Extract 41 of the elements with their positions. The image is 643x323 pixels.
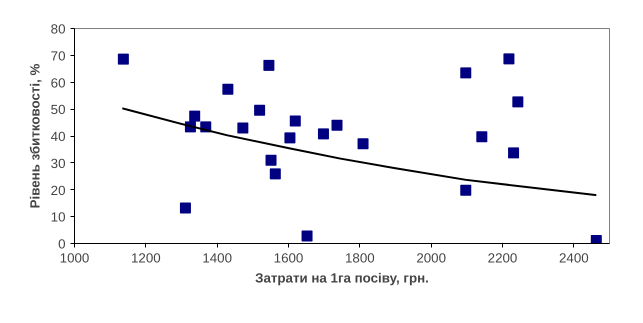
y-tick-label: 60 <box>50 75 66 90</box>
point <box>460 184 472 196</box>
x-tick-label: 2400 <box>559 250 589 266</box>
point <box>222 84 234 95</box>
point <box>254 104 266 116</box>
point <box>263 60 274 71</box>
x-tick-label: 1400 <box>202 250 232 266</box>
y-tick-label: 0 <box>58 236 66 252</box>
point <box>237 122 248 134</box>
y-tick-label: 50 <box>50 102 66 118</box>
point <box>189 110 200 122</box>
point <box>460 67 472 78</box>
point <box>476 131 488 142</box>
y-tick-label: 10 <box>50 210 66 225</box>
point <box>358 138 369 150</box>
point <box>180 202 191 214</box>
point <box>284 132 296 144</box>
point <box>270 168 281 180</box>
line-series <box>121 107 598 196</box>
x-tick-label: 1000 <box>60 250 90 266</box>
y-tick-label: 70 <box>50 48 66 64</box>
point <box>318 128 329 140</box>
x-tick-label: 1600 <box>274 250 304 266</box>
point <box>266 154 277 166</box>
y-tick-label: 40 <box>50 129 66 144</box>
x-tick-label: 1800 <box>345 250 375 266</box>
x-tick-label: 1200 <box>131 250 161 266</box>
point <box>290 115 301 126</box>
y-tick-label: 30 <box>50 156 66 171</box>
point <box>503 53 514 64</box>
x-tick-label: 2200 <box>488 250 518 266</box>
y-tick-label: 20 <box>50 182 66 198</box>
point <box>512 96 524 108</box>
y-axis-title: Рівень збитковості, % <box>28 63 43 208</box>
x-axis-title: Затрати на 1га посіву, грн. <box>255 270 429 286</box>
y-tick-label: 80 <box>50 22 66 36</box>
x-tick-label: 2000 <box>416 250 446 266</box>
point <box>332 120 343 131</box>
point <box>508 147 520 158</box>
point <box>302 230 313 242</box>
point <box>118 54 129 65</box>
